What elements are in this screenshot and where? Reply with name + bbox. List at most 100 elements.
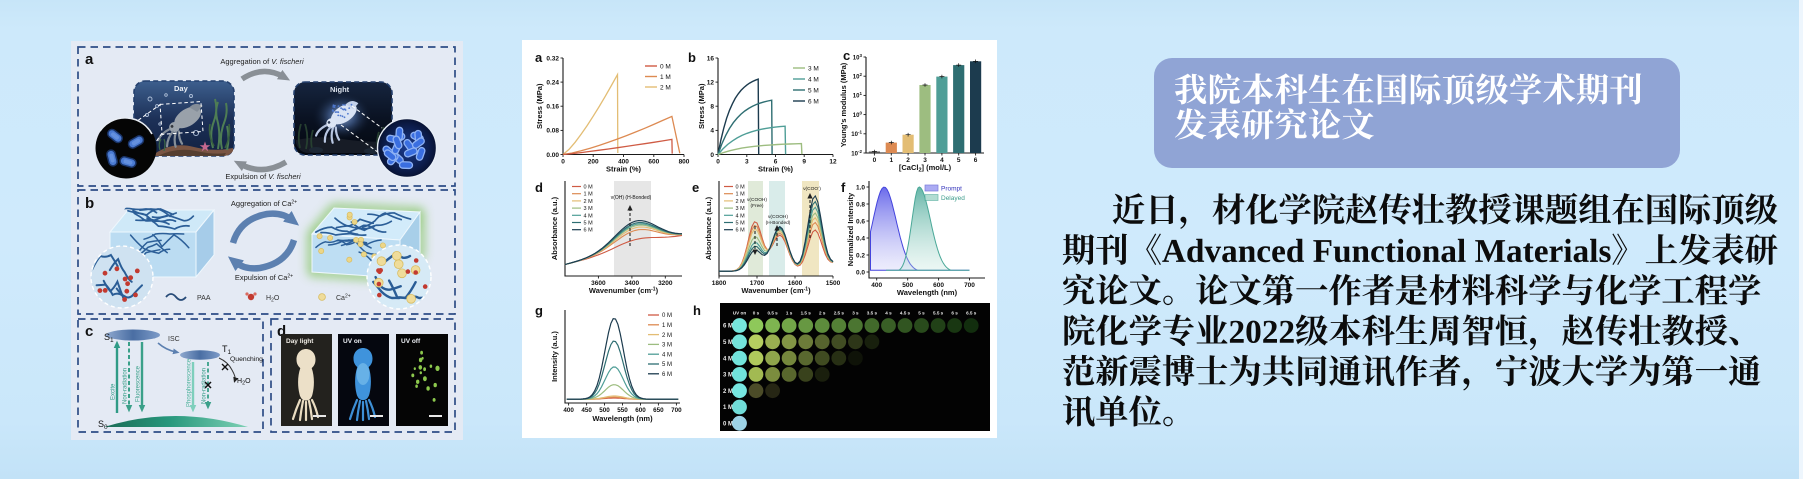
- svg-text:1 M: 1 M: [584, 192, 594, 198]
- svg-text:Non-radiation: Non-radiation: [202, 368, 208, 404]
- svg-text:10-1: 10-1: [851, 130, 862, 139]
- svg-text:T1: T1: [222, 344, 232, 356]
- svg-text:ν(COOH): ν(COOH): [768, 214, 788, 220]
- svg-text:3600: 3600: [591, 280, 606, 287]
- svg-text:6 M: 6 M: [808, 98, 819, 105]
- svg-text:PAA: PAA: [197, 295, 211, 302]
- svg-text:400: 400: [618, 159, 629, 166]
- svg-text:4: 4: [710, 128, 714, 135]
- svg-text:700: 700: [964, 282, 975, 289]
- svg-text:3 M: 3 M: [584, 206, 594, 212]
- svg-text:100: 100: [853, 110, 863, 119]
- svg-text:16: 16: [707, 55, 715, 62]
- svg-text:c: c: [85, 323, 93, 340]
- svg-text:101: 101: [853, 91, 863, 100]
- svg-text:10-2: 10-2: [851, 149, 862, 158]
- svg-text:(Free): (Free): [750, 203, 763, 209]
- svg-text:5 s: 5 s: [918, 311, 925, 316]
- svg-text:UV on: UV on: [343, 338, 362, 345]
- svg-text:450: 450: [581, 407, 592, 414]
- svg-text:0.16: 0.16: [546, 104, 559, 111]
- svg-text:Phosphorescence: Phosphorescence: [187, 358, 193, 407]
- svg-text:g: g: [535, 303, 543, 318]
- svg-text:5 M: 5 M: [584, 221, 594, 227]
- svg-text:1500: 1500: [826, 280, 841, 287]
- svg-text:Strain (%): Strain (%): [606, 165, 642, 174]
- svg-text:6 M: 6 M: [584, 228, 594, 234]
- svg-text:c: c: [843, 48, 850, 63]
- svg-text:ISC: ISC: [168, 336, 180, 343]
- svg-text:800: 800: [679, 159, 690, 166]
- svg-text:Day light: Day light: [286, 338, 314, 345]
- svg-text:0.6: 0.6: [856, 218, 865, 225]
- svg-text:2 M: 2 M: [736, 199, 746, 205]
- svg-text:Wavenumber (cm-1): Wavenumber (cm-1): [741, 286, 811, 295]
- svg-text:3 M: 3 M: [723, 373, 733, 379]
- svg-text:4 M: 4 M: [808, 76, 819, 83]
- svg-text:Stress (MPa): Stress (MPa): [697, 83, 706, 129]
- svg-text:0.00: 0.00: [546, 152, 559, 159]
- svg-text:4 M: 4 M: [723, 356, 733, 362]
- svg-text:H2O: H2O: [266, 295, 280, 304]
- svg-text:Ca2+: Ca2+: [336, 294, 351, 303]
- svg-text:5 M: 5 M: [808, 87, 819, 94]
- svg-text:4 M: 4 M: [736, 213, 746, 219]
- svg-text:1 M: 1 M: [723, 405, 733, 411]
- svg-text:6 s: 6 s: [951, 311, 958, 316]
- svg-text:0.8: 0.8: [856, 201, 865, 208]
- svg-text:500: 500: [599, 407, 610, 414]
- svg-text:Wavenumber (cm-1): Wavenumber (cm-1): [589, 286, 659, 295]
- svg-text:Young's modulus (MPa): Young's modulus (MPa): [839, 62, 848, 147]
- svg-text:103: 103: [853, 53, 863, 62]
- svg-text:5.5 s: 5.5 s: [933, 311, 944, 316]
- svg-text:Excite: Excite: [111, 383, 117, 400]
- svg-text:6 M: 6 M: [662, 372, 672, 378]
- svg-text:h: h: [693, 303, 701, 318]
- svg-text:Fluorescence: Fluorescence: [136, 365, 142, 402]
- svg-text:600: 600: [635, 407, 646, 414]
- svg-text:0 M: 0 M: [723, 422, 733, 428]
- svg-text:0.32: 0.32: [546, 55, 559, 62]
- svg-text:0: 0: [710, 152, 714, 159]
- svg-text:2 M: 2 M: [584, 199, 594, 205]
- svg-text:3200: 3200: [658, 280, 673, 287]
- svg-text:12: 12: [829, 159, 837, 166]
- svg-text:Normalized Intensity: Normalized Intensity: [846, 192, 855, 266]
- svg-text:6 M: 6 M: [723, 324, 733, 330]
- svg-text:600: 600: [648, 159, 659, 166]
- svg-text:Stress (MPa): Stress (MPa): [535, 83, 544, 129]
- svg-text:5: 5: [957, 157, 961, 164]
- svg-text:b: b: [688, 50, 696, 65]
- svg-text:Wavelength (nm): Wavelength (nm): [592, 414, 653, 423]
- svg-text:4 M: 4 M: [662, 352, 672, 358]
- svg-text:2 M: 2 M: [660, 84, 671, 91]
- svg-text:400: 400: [871, 282, 882, 289]
- svg-text:400: 400: [563, 407, 574, 414]
- svg-text:ν(COOH): ν(COOH): [747, 197, 767, 203]
- svg-text:102: 102: [853, 72, 863, 81]
- svg-text:d: d: [277, 323, 286, 340]
- svg-text:0 M: 0 M: [660, 63, 671, 70]
- svg-text:4.5 s: 4.5 s: [900, 311, 911, 316]
- svg-text:6.5 s: 6.5 s: [966, 311, 977, 316]
- svg-text:550: 550: [617, 407, 628, 414]
- svg-text:4 s: 4 s: [885, 311, 892, 316]
- svg-text:Expulsion of V. fischeri: Expulsion of V. fischeri: [225, 172, 301, 181]
- svg-text:d: d: [535, 180, 543, 195]
- svg-text:0.08: 0.08: [546, 128, 559, 135]
- svg-text:Intensity (a.u.): Intensity (a.u.): [550, 331, 559, 382]
- svg-text:6 M: 6 M: [736, 228, 746, 234]
- svg-text:5 M: 5 M: [723, 340, 733, 346]
- svg-text:0 s: 0 s: [753, 311, 760, 316]
- svg-text:5 M: 5 M: [736, 221, 746, 227]
- svg-text:0.5 s: 0.5 s: [767, 311, 778, 316]
- svg-text:2 M: 2 M: [723, 389, 733, 395]
- svg-text:1.0: 1.0: [856, 184, 865, 191]
- svg-text:9: 9: [802, 159, 806, 166]
- svg-text:Wavelength (nm): Wavelength (nm): [897, 288, 958, 297]
- svg-text:Aggregation of V. fischeri: Aggregation of V. fischeri: [220, 57, 304, 66]
- svg-text:1.5 s: 1.5 s: [801, 311, 812, 316]
- svg-text:S1: S1: [104, 332, 114, 344]
- svg-text:0 M: 0 M: [662, 313, 672, 319]
- svg-text:Absorbance (a.u.): Absorbance (a.u.): [550, 196, 559, 260]
